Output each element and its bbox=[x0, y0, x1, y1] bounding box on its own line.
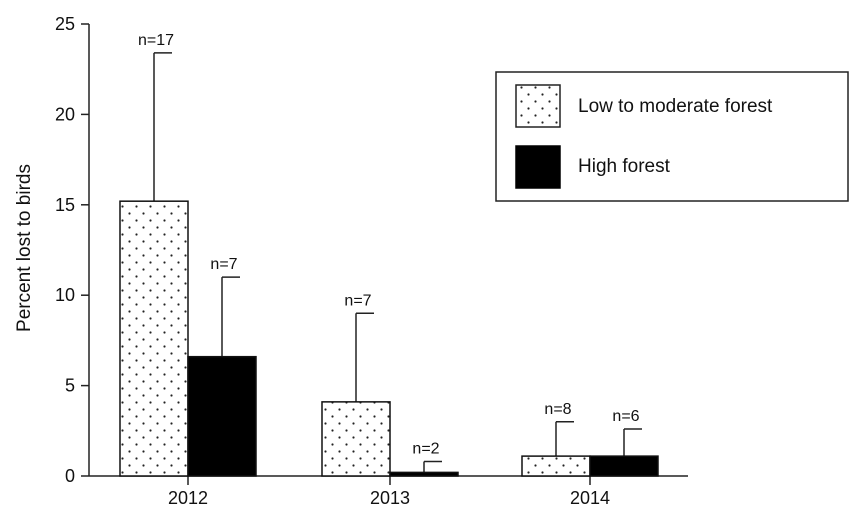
n-label-1-2012: n=7 bbox=[210, 256, 237, 273]
y-tick-label-1: 5 bbox=[65, 376, 75, 396]
y-tick-label-5: 25 bbox=[55, 14, 75, 34]
x-tick-label-2012: 2012 bbox=[168, 488, 208, 508]
n-label-1-2013: n=2 bbox=[412, 441, 439, 458]
n-label-0-2014: n=8 bbox=[544, 401, 571, 418]
y-tick-label-0: 0 bbox=[65, 466, 75, 486]
x-tick-labels: 2012 2013 2014 bbox=[168, 488, 610, 508]
x-tick-label-2014: 2014 bbox=[570, 488, 610, 508]
y-axis-label: Percent lost to birds bbox=[14, 164, 35, 332]
y-tick-label-3: 15 bbox=[55, 195, 75, 215]
y-tick-label-2: 10 bbox=[55, 285, 75, 305]
n-label-0-2012: n=17 bbox=[138, 32, 174, 49]
x-tick-label-2013: 2013 bbox=[370, 488, 410, 508]
y-tick-label-4: 20 bbox=[55, 104, 75, 124]
legend: Low to moderate forest High forest bbox=[496, 72, 848, 201]
legend-label-low-to-moderate: Low to moderate forest bbox=[578, 96, 773, 117]
bar-0-2014 bbox=[522, 456, 590, 476]
legend-swatch-low-to-moderate bbox=[516, 85, 560, 127]
n-label-1-2014: n=6 bbox=[612, 408, 639, 425]
n-label-0-2013: n=7 bbox=[344, 292, 371, 309]
bar-1-2014 bbox=[590, 456, 658, 476]
bar-0-2013 bbox=[322, 402, 390, 476]
legend-label-high-forest: High forest bbox=[578, 156, 671, 177]
bar-1-2013 bbox=[390, 472, 458, 476]
bar-0-2012 bbox=[120, 201, 188, 476]
bar-1-2012 bbox=[188, 357, 256, 476]
legend-swatch-high-forest bbox=[516, 146, 560, 188]
